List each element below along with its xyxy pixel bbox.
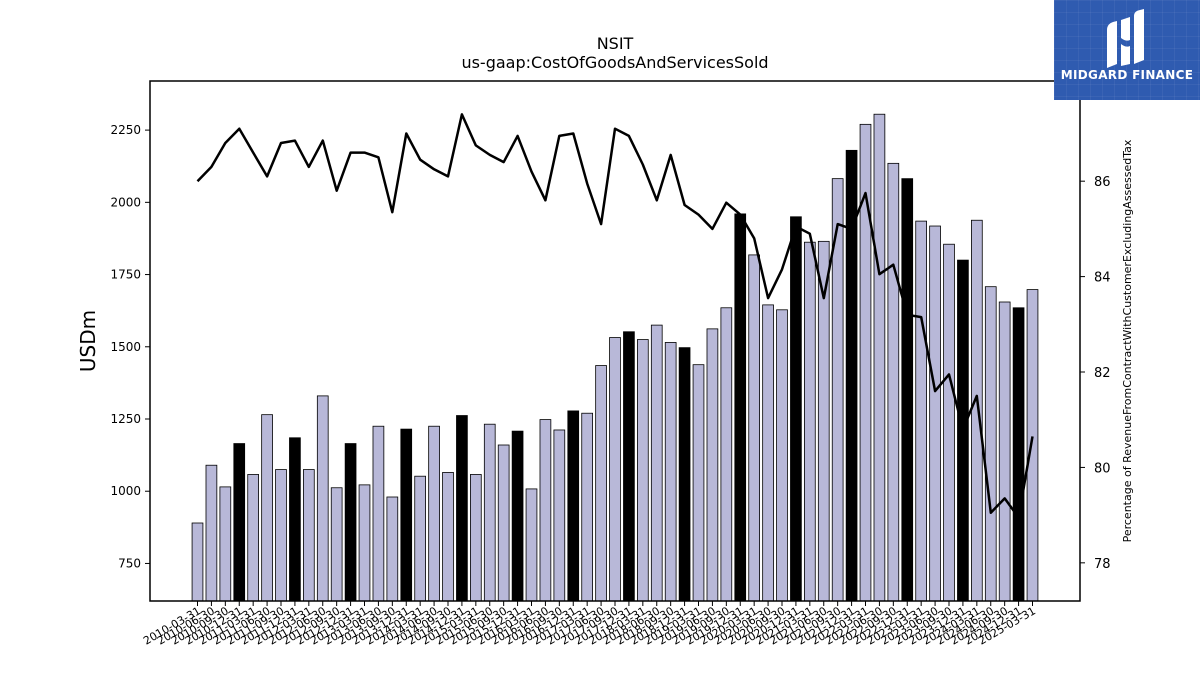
bar <box>372 425 385 602</box>
bar <box>706 328 719 602</box>
x-axis: 2010-03-312010-06-302010-09-302010-12-31… <box>141 601 1038 648</box>
bar <box>998 301 1011 602</box>
bar <box>957 259 969 602</box>
bar <box>692 364 705 602</box>
brand-logo: MIDGARD FINANCE <box>1054 0 1200 100</box>
bar <box>275 469 287 602</box>
y-tick-label: 1000 <box>110 484 141 498</box>
bar <box>525 488 538 602</box>
bar <box>289 437 301 602</box>
y-tick-label: 2000 <box>110 195 141 209</box>
chart-title: NSIT <box>597 34 634 53</box>
bar <box>330 487 343 602</box>
y-axis-left: 750 1000 1250 1500 1750 2000 2250 <box>110 123 150 570</box>
bar <box>442 472 454 602</box>
y-tick-label: 750 <box>118 556 141 570</box>
bar <box>1012 307 1025 602</box>
bar <box>678 347 691 602</box>
y2-tick-label: 86 <box>1094 175 1111 190</box>
bar <box>511 430 524 602</box>
bar <box>915 220 927 602</box>
bar <box>804 241 816 602</box>
bar <box>191 522 204 602</box>
y2-tick-label: 82 <box>1094 366 1111 381</box>
bar <box>637 339 649 602</box>
bar <box>1026 289 1039 602</box>
bar <box>233 443 246 602</box>
bar <box>776 309 788 602</box>
bar <box>553 429 566 602</box>
bar <box>483 423 496 602</box>
bar <box>943 243 955 602</box>
y-axis-right: 78 80 82 84 86 <box>1080 175 1111 572</box>
bar <box>470 474 482 602</box>
y2-axis-label: Percentage of RevenueFromContractWithCus… <box>1121 139 1134 542</box>
bar <box>539 419 552 602</box>
bar <box>887 162 900 602</box>
bar <box>650 324 663 602</box>
bar <box>984 286 997 602</box>
bar <box>428 425 440 602</box>
y2-tick-label: 78 <box>1094 557 1111 572</box>
bar <box>205 464 218 602</box>
bar <box>762 304 774 602</box>
y-tick-label: 1750 <box>110 268 141 282</box>
bar <box>623 331 635 602</box>
bar <box>901 178 914 602</box>
bar <box>344 443 357 602</box>
bar <box>664 342 677 602</box>
bar-series <box>191 113 1039 602</box>
y-tick-label: 1250 <box>110 412 141 426</box>
bar <box>595 365 607 602</box>
bar <box>247 474 259 602</box>
bar <box>929 225 941 602</box>
bar <box>303 469 315 602</box>
y2-tick-label: 84 <box>1094 271 1111 286</box>
chart-subtitle: us-gaap:CostOfGoodsAndServicesSold <box>461 53 768 72</box>
bar <box>609 337 621 602</box>
bar <box>873 113 886 602</box>
y-tick-label: 1500 <box>110 340 141 354</box>
ratio-line <box>196 113 1034 519</box>
bar <box>400 428 413 602</box>
y2-tick-label: 80 <box>1094 461 1111 476</box>
bar <box>581 412 593 602</box>
bar <box>261 414 273 602</box>
bar <box>790 216 802 602</box>
y-axis-label: USDm <box>76 310 100 372</box>
bar <box>414 475 426 602</box>
bar <box>386 496 399 602</box>
bar <box>567 410 580 602</box>
bar <box>748 254 760 602</box>
midgard-m-logo-icon <box>1107 9 1144 68</box>
brand-name: MIDGARD FINANCE <box>1060 68 1194 82</box>
y-tick-label: 2250 <box>110 123 141 137</box>
bar <box>358 484 371 602</box>
bar <box>734 213 747 602</box>
bar <box>720 307 733 602</box>
bar <box>497 444 510 602</box>
bar <box>219 486 232 602</box>
bar <box>456 415 468 602</box>
bar <box>316 395 329 602</box>
bar <box>971 219 983 602</box>
